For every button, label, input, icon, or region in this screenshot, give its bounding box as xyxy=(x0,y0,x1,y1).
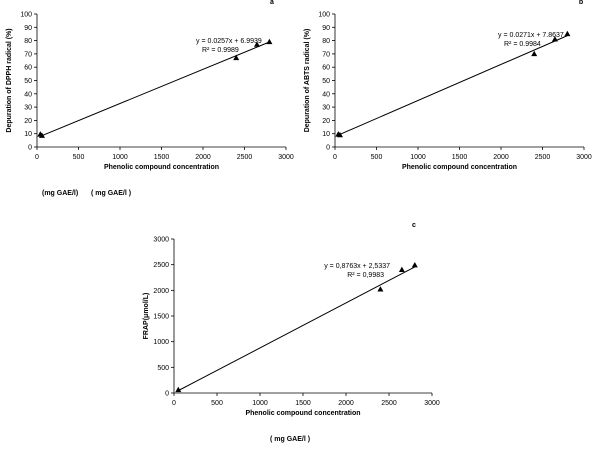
trendline-equation: y = 0.0257x + 6.9939 xyxy=(196,38,262,45)
y-axis-title: Depuration of ABTS radical (%) xyxy=(304,29,311,133)
y-tick-label: 30 xyxy=(24,105,32,112)
data-point xyxy=(377,286,384,292)
y-tick-label: 20 xyxy=(322,118,330,125)
x-tick-label: 500 xyxy=(211,400,223,407)
y-tick-label: 100 xyxy=(318,12,330,19)
y-axis-title: Depuration of DPPH radical (%) xyxy=(6,28,13,132)
y-tick-label: 20 xyxy=(24,118,32,125)
y-tick-label: 70 xyxy=(322,51,330,58)
y-tick-label: 50 xyxy=(322,78,330,85)
y-axis-title: FRAP(μmol/L) xyxy=(143,293,150,340)
data-point xyxy=(564,30,571,37)
x-tick-label: 1500 xyxy=(154,154,170,161)
y-tick-label: 0 xyxy=(28,145,32,152)
x-tick-label: 2500 xyxy=(237,154,253,161)
y-tick-label: 2000 xyxy=(153,288,169,295)
x-tick-label: 1500 xyxy=(452,154,468,161)
data-point xyxy=(411,261,418,268)
x-tick-label: 500 xyxy=(371,154,383,161)
y-tick-label: 500 xyxy=(157,365,169,372)
x-tick-label: 1500 xyxy=(295,400,311,407)
x-tick-label: 2500 xyxy=(535,154,551,161)
y-tick-label: 90 xyxy=(24,25,32,32)
x-tick-label: 0 xyxy=(333,154,337,161)
data-point xyxy=(266,38,273,45)
unit-note-b: ( mg GAE/l ) xyxy=(91,190,132,197)
unit-note-c: ( mg GAE/l ) xyxy=(270,436,311,443)
x-tick-label: 1000 xyxy=(410,154,426,161)
x-tick-label: 500 xyxy=(73,154,85,161)
trendline-r2: R² = 0.9989 xyxy=(202,47,239,54)
x-axis-title: Phenolic compound concentration xyxy=(104,164,219,171)
y-tick-label: 30 xyxy=(322,105,330,112)
y-tick-label: 0 xyxy=(326,145,330,152)
y-tick-label: 70 xyxy=(24,51,32,58)
trendline-equation: y = 0,8763x + 2,5337 xyxy=(324,263,390,270)
x-tick-label: 2500 xyxy=(381,400,397,407)
data-point xyxy=(38,132,45,138)
x-tick-label: 2000 xyxy=(195,154,211,161)
y-tick-label: 60 xyxy=(24,65,32,72)
panel-label: a xyxy=(270,0,274,6)
y-tick-label: 10 xyxy=(24,131,32,138)
x-tick-label: 3000 xyxy=(278,154,294,161)
y-tick-label: 3000 xyxy=(153,237,169,244)
trendline-r2: R² = 0,9983 xyxy=(347,272,384,279)
y-tick-label: 0 xyxy=(165,391,169,398)
unit-note-a: (mg GAE/l) xyxy=(42,190,79,197)
y-tick-label: 80 xyxy=(322,38,330,45)
x-axis-title: Phenolic compound concentration xyxy=(402,164,517,171)
y-tick-label: 40 xyxy=(24,91,32,98)
data-point xyxy=(233,54,240,61)
x-axis-title: Phenolic compound concentration xyxy=(245,410,360,417)
data-point xyxy=(398,266,405,272)
data-point xyxy=(175,386,182,393)
trendline xyxy=(338,35,568,136)
y-tick-label: 90 xyxy=(322,25,330,32)
x-tick-label: 0 xyxy=(35,154,39,161)
trendline xyxy=(40,41,270,137)
y-tick-label: 60 xyxy=(322,65,330,72)
trendline-r2: R² = 0.9984 xyxy=(504,41,541,48)
y-tick-label: 10 xyxy=(322,131,330,138)
y-tick-label: 2500 xyxy=(153,262,169,269)
y-tick-label: 1000 xyxy=(153,339,169,346)
data-point xyxy=(336,131,343,138)
x-tick-label: 2000 xyxy=(338,400,354,407)
y-tick-label: 1500 xyxy=(153,314,169,321)
x-tick-label: 2000 xyxy=(493,154,509,161)
x-tick-label: 3000 xyxy=(424,400,440,407)
data-point xyxy=(253,41,260,47)
x-tick-label: 1000 xyxy=(112,154,128,161)
x-tick-label: 0 xyxy=(172,400,176,407)
y-tick-label: 100 xyxy=(20,12,32,19)
panel-label: b xyxy=(579,0,583,6)
trendline xyxy=(178,266,416,392)
x-tick-label: 3000 xyxy=(576,154,592,161)
chart-panel-c: 0 500 1000 1500 2000 2500 3000 0 500 1000 1500 2000… xyxy=(143,222,440,417)
x-tick-label: 1000 xyxy=(252,400,268,407)
data-point xyxy=(531,50,538,57)
y-tick-label: 40 xyxy=(322,91,330,98)
y-tick-label: 50 xyxy=(24,78,32,85)
y-tick-label: 80 xyxy=(24,38,32,45)
trendline-equation: y = 0.0271x + 7.8637 xyxy=(498,32,564,39)
data-point xyxy=(551,36,558,42)
panel-label: c xyxy=(412,222,416,229)
